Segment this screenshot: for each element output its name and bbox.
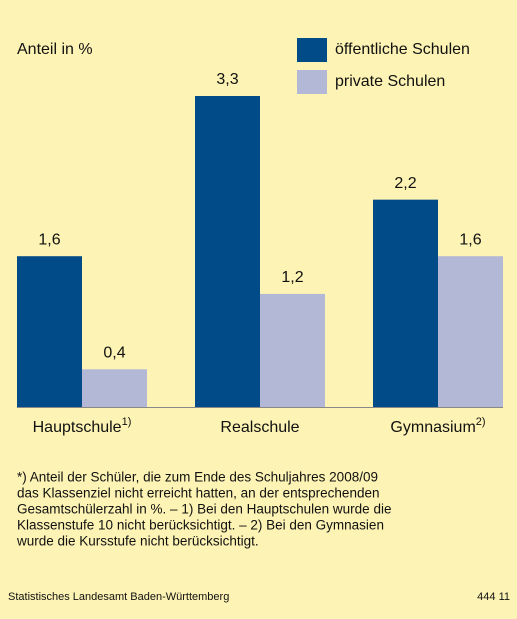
bar <box>17 256 82 407</box>
category-name: Realschule <box>220 419 299 436</box>
legend-swatch <box>297 70 327 94</box>
category-name: Hauptschule <box>33 419 122 436</box>
footnote-line: *) Anteil der Schüler, die zum Ende des … <box>17 470 378 485</box>
value-label: 0,4 <box>103 345 125 362</box>
x-tick-label: Realschule <box>220 419 299 436</box>
value-label: 2,2 <box>394 175 416 192</box>
chart-code: 444 11 <box>477 591 510 603</box>
x-tick-label: Hauptschule1) <box>33 416 132 436</box>
footnote-line: Gesamtschülerzahl in %. – 1) Bei den Hau… <box>17 502 391 517</box>
legend-label: private Schulen <box>335 73 445 90</box>
bar <box>438 256 503 407</box>
footnote-line: Klassenstufe 10 nicht berücksichtigt. – … <box>17 518 384 533</box>
legend-label: öffentliche Schulen <box>335 41 470 58</box>
x-tick-label: Gymnasium2) <box>390 416 485 436</box>
category-note: 1) <box>122 416 132 428</box>
value-label: 3,3 <box>216 71 238 88</box>
category-note: 2) <box>476 416 486 428</box>
source: Statistisches Landesamt Baden-Württember… <box>8 591 229 603</box>
value-label: 1,6 <box>38 231 60 248</box>
bar <box>260 293 325 407</box>
bar <box>82 369 147 407</box>
bar <box>373 199 438 407</box>
value-label: 1,2 <box>281 269 303 286</box>
footnote-line: das Klassenziel nicht erreicht hatten, a… <box>17 486 379 501</box>
legend-swatch <box>297 38 327 62</box>
footnote-line: wurde die Kursstufe nicht berücksichtigt… <box>16 534 259 549</box>
category-name: Gymnasium <box>390 419 475 436</box>
value-label: 1,6 <box>459 231 481 248</box>
bar <box>195 96 260 407</box>
y-axis-label: Anteil in % <box>17 41 93 58</box>
